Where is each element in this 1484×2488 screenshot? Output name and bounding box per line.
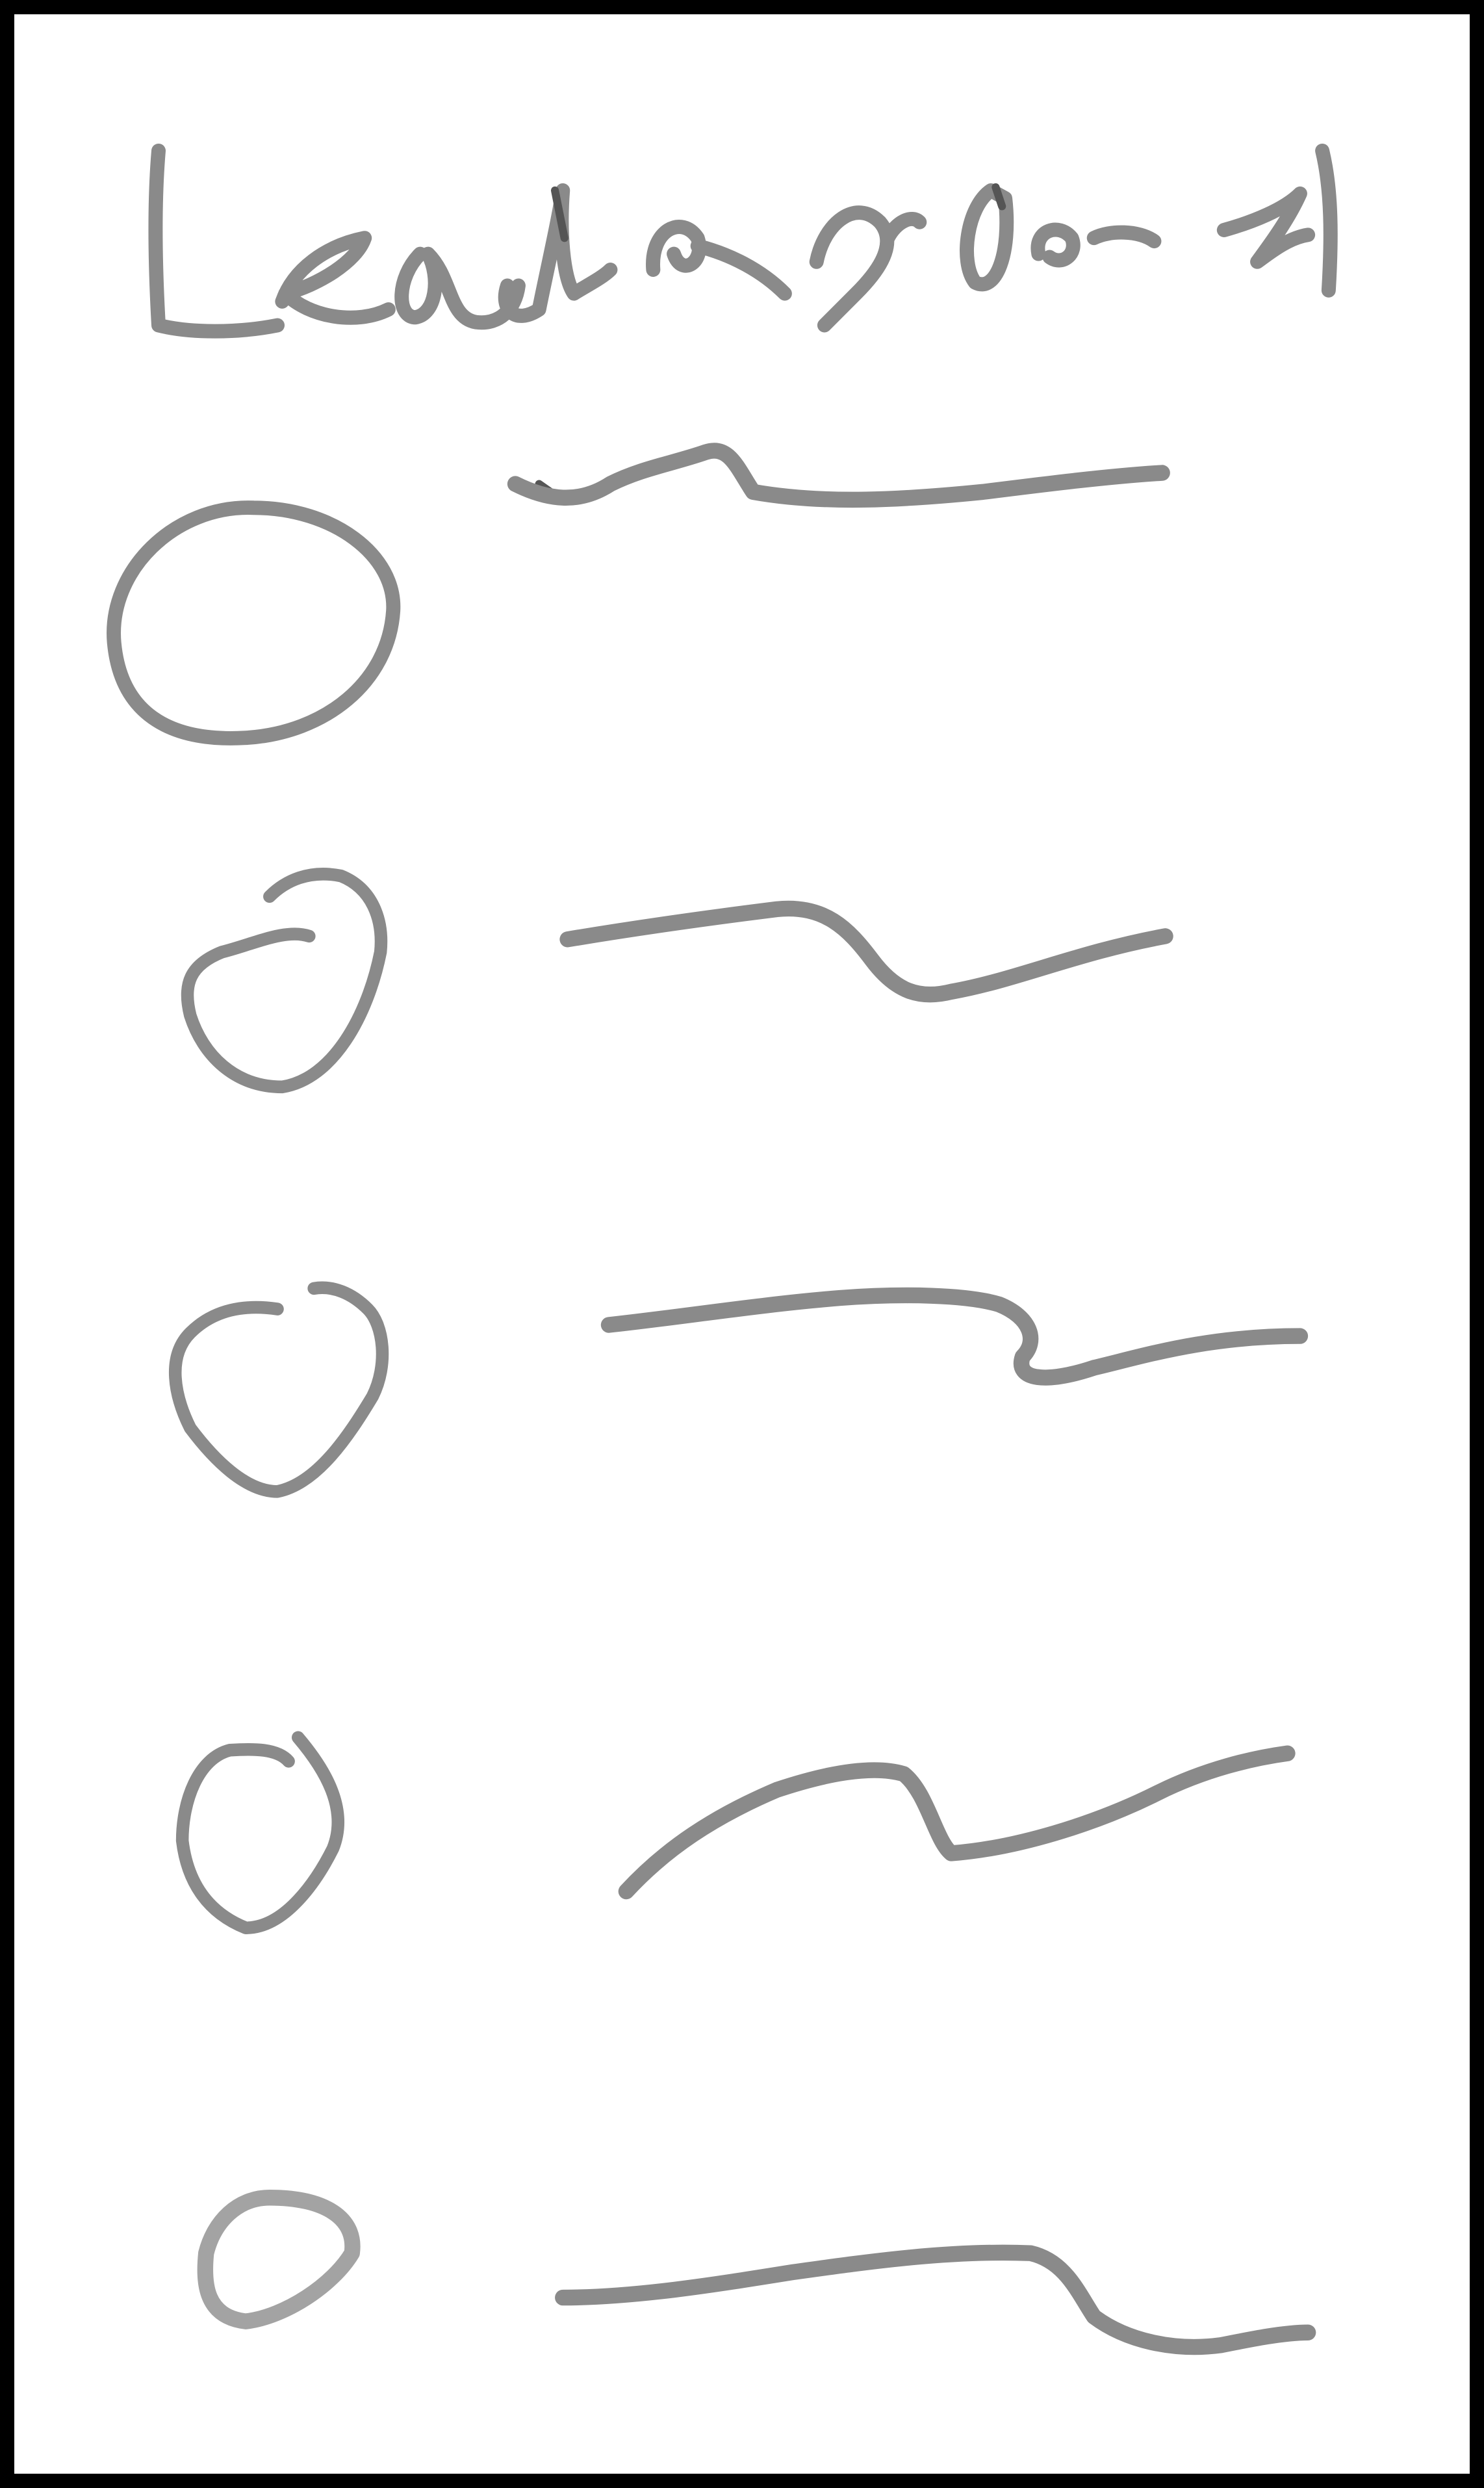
player-name-scribble bbox=[568, 909, 1166, 994]
player-name-scribble bbox=[563, 2253, 1308, 2347]
leaderboard-title bbox=[155, 151, 1330, 495]
leaderboard-row bbox=[175, 1288, 1300, 1492]
avatar-icon bbox=[183, 1737, 339, 1928]
leaderboard-row bbox=[205, 2197, 1308, 2347]
player-name-scribble bbox=[626, 1754, 1288, 1891]
avatar-icon bbox=[187, 874, 381, 1087]
leaderboard-row bbox=[187, 874, 1165, 1087]
leaderboard-row bbox=[183, 1737, 1288, 1928]
avatar-icon bbox=[114, 508, 393, 738]
avatar-icon bbox=[205, 2197, 353, 2321]
player-name-scribble bbox=[609, 1295, 1300, 1378]
leaderboard-row bbox=[114, 450, 1162, 738]
avatar-icon bbox=[175, 1288, 383, 1492]
player-name-scribble bbox=[515, 450, 1162, 499]
